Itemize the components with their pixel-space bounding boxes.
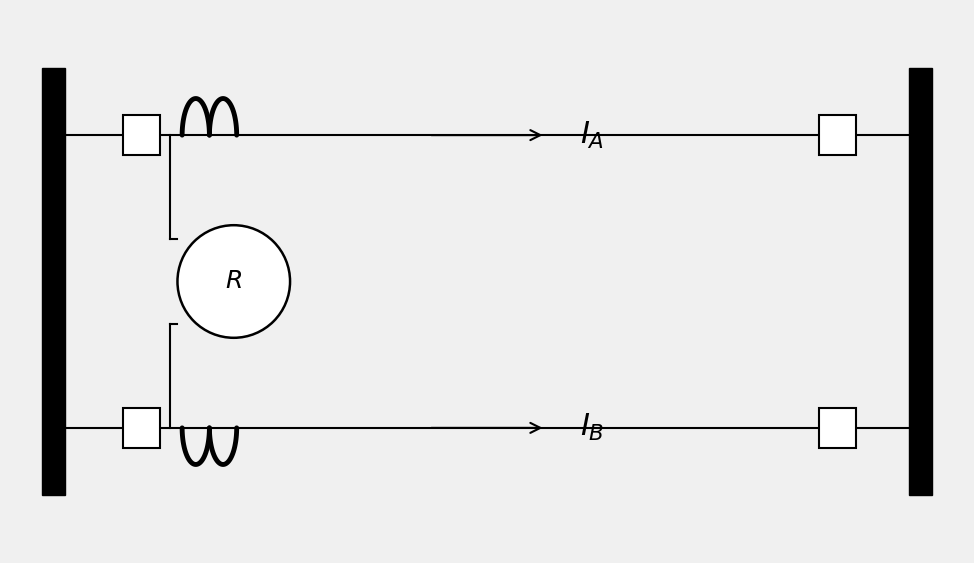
Bar	[123, 408, 160, 448]
Bar	[123, 115, 160, 155]
Bar	[909, 68, 932, 495]
Text: $\mathit{I}_B$: $\mathit{I}_B$	[580, 412, 604, 444]
Bar	[42, 68, 65, 495]
Bar	[819, 408, 856, 448]
Text: R: R	[225, 270, 243, 293]
Text: $\mathit{I}_A$: $\mathit{I}_A$	[580, 119, 604, 151]
Circle shape	[177, 225, 290, 338]
Bar	[819, 115, 856, 155]
